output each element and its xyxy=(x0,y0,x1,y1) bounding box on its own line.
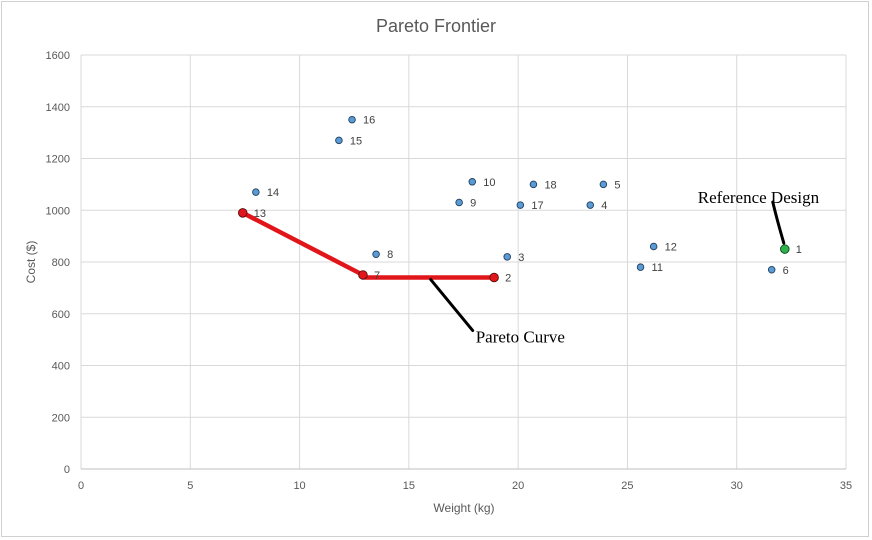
chart-title: Pareto Frontier xyxy=(376,16,496,36)
point-17-marker xyxy=(516,201,525,209)
y-tick-label: 600 xyxy=(52,309,70,321)
x-tick-label: 20 xyxy=(512,480,524,492)
point-1-marker xyxy=(780,244,790,254)
point-12-marker xyxy=(649,242,658,251)
point-5-label: 5 xyxy=(614,179,620,191)
x-tick-label: 35 xyxy=(840,480,852,492)
point-8-marker xyxy=(372,250,380,258)
y-tick-label: 1600 xyxy=(46,50,70,62)
point-17-label: 17 xyxy=(531,200,543,212)
y-tick-label: 0 xyxy=(64,464,70,476)
point-9-marker xyxy=(455,198,463,207)
pareto-curve-layer xyxy=(240,210,497,280)
point-1-label: 1 xyxy=(796,244,802,256)
point-16-label: 16 xyxy=(363,115,375,127)
x-tick-label: 30 xyxy=(731,480,743,492)
y-tick-label: 400 xyxy=(52,361,70,373)
pareto-curve-pointer xyxy=(429,278,475,333)
point-7-marker xyxy=(358,270,368,280)
point-16-marker xyxy=(348,115,356,124)
point-6-label: 6 xyxy=(783,265,789,277)
point-15-label: 15 xyxy=(350,135,362,147)
point-4-label: 4 xyxy=(601,200,607,212)
point-7-label: 7 xyxy=(374,270,380,282)
x-tick-label: 25 xyxy=(621,480,633,492)
point-6-marker xyxy=(767,266,776,274)
point-2-label: 2 xyxy=(505,273,511,285)
x-tick-label: 5 xyxy=(187,480,193,492)
x-tick-label: 15 xyxy=(403,480,415,492)
point-4-marker xyxy=(586,201,595,209)
point-12-label: 12 xyxy=(665,241,677,253)
point-13-label: 13 xyxy=(254,208,266,220)
point-18-label: 18 xyxy=(544,179,556,191)
point-14-marker xyxy=(252,188,260,196)
point-3-label: 3 xyxy=(518,252,524,264)
point-15-marker xyxy=(335,136,343,145)
x-tick-label: 10 xyxy=(293,480,305,492)
point-13-marker xyxy=(237,208,248,218)
y-tick-label: 200 xyxy=(52,412,70,424)
reference-design-pointer xyxy=(771,200,786,245)
point-18-marker xyxy=(529,180,538,189)
point-2-marker xyxy=(489,272,499,283)
pareto-curve-line xyxy=(240,210,497,280)
point-5-marker xyxy=(599,180,608,189)
point-10-label: 10 xyxy=(483,177,495,189)
x-tick-label: 0 xyxy=(78,480,84,492)
point-10-marker xyxy=(468,178,476,186)
point-3-marker xyxy=(503,253,511,261)
tick-labels: 0 5 10 15 20 25 30 3502004006008001000120014001… xyxy=(46,50,853,492)
reference-design-annotation: Reference Design xyxy=(698,188,820,207)
point-11-marker xyxy=(636,263,645,271)
point-8-label: 8 xyxy=(387,249,393,261)
point-9-label: 9 xyxy=(470,197,476,209)
y-tick-label: 1400 xyxy=(46,102,70,114)
y-tick-label: 1200 xyxy=(46,154,70,166)
pareto-curve-annotation: Pareto Curve xyxy=(476,328,565,347)
x-axis-label: Weight (kg) xyxy=(433,501,494,515)
y-tick-label: 800 xyxy=(52,257,70,269)
y-axis-label: Cost ($) xyxy=(24,241,38,284)
annotations: Reference Design Pareto Curve xyxy=(429,188,820,347)
point-14-label: 14 xyxy=(267,187,279,199)
y-tick-label: 1000 xyxy=(46,205,70,217)
gridlines xyxy=(80,54,847,470)
point-11-label: 11 xyxy=(652,262,663,274)
